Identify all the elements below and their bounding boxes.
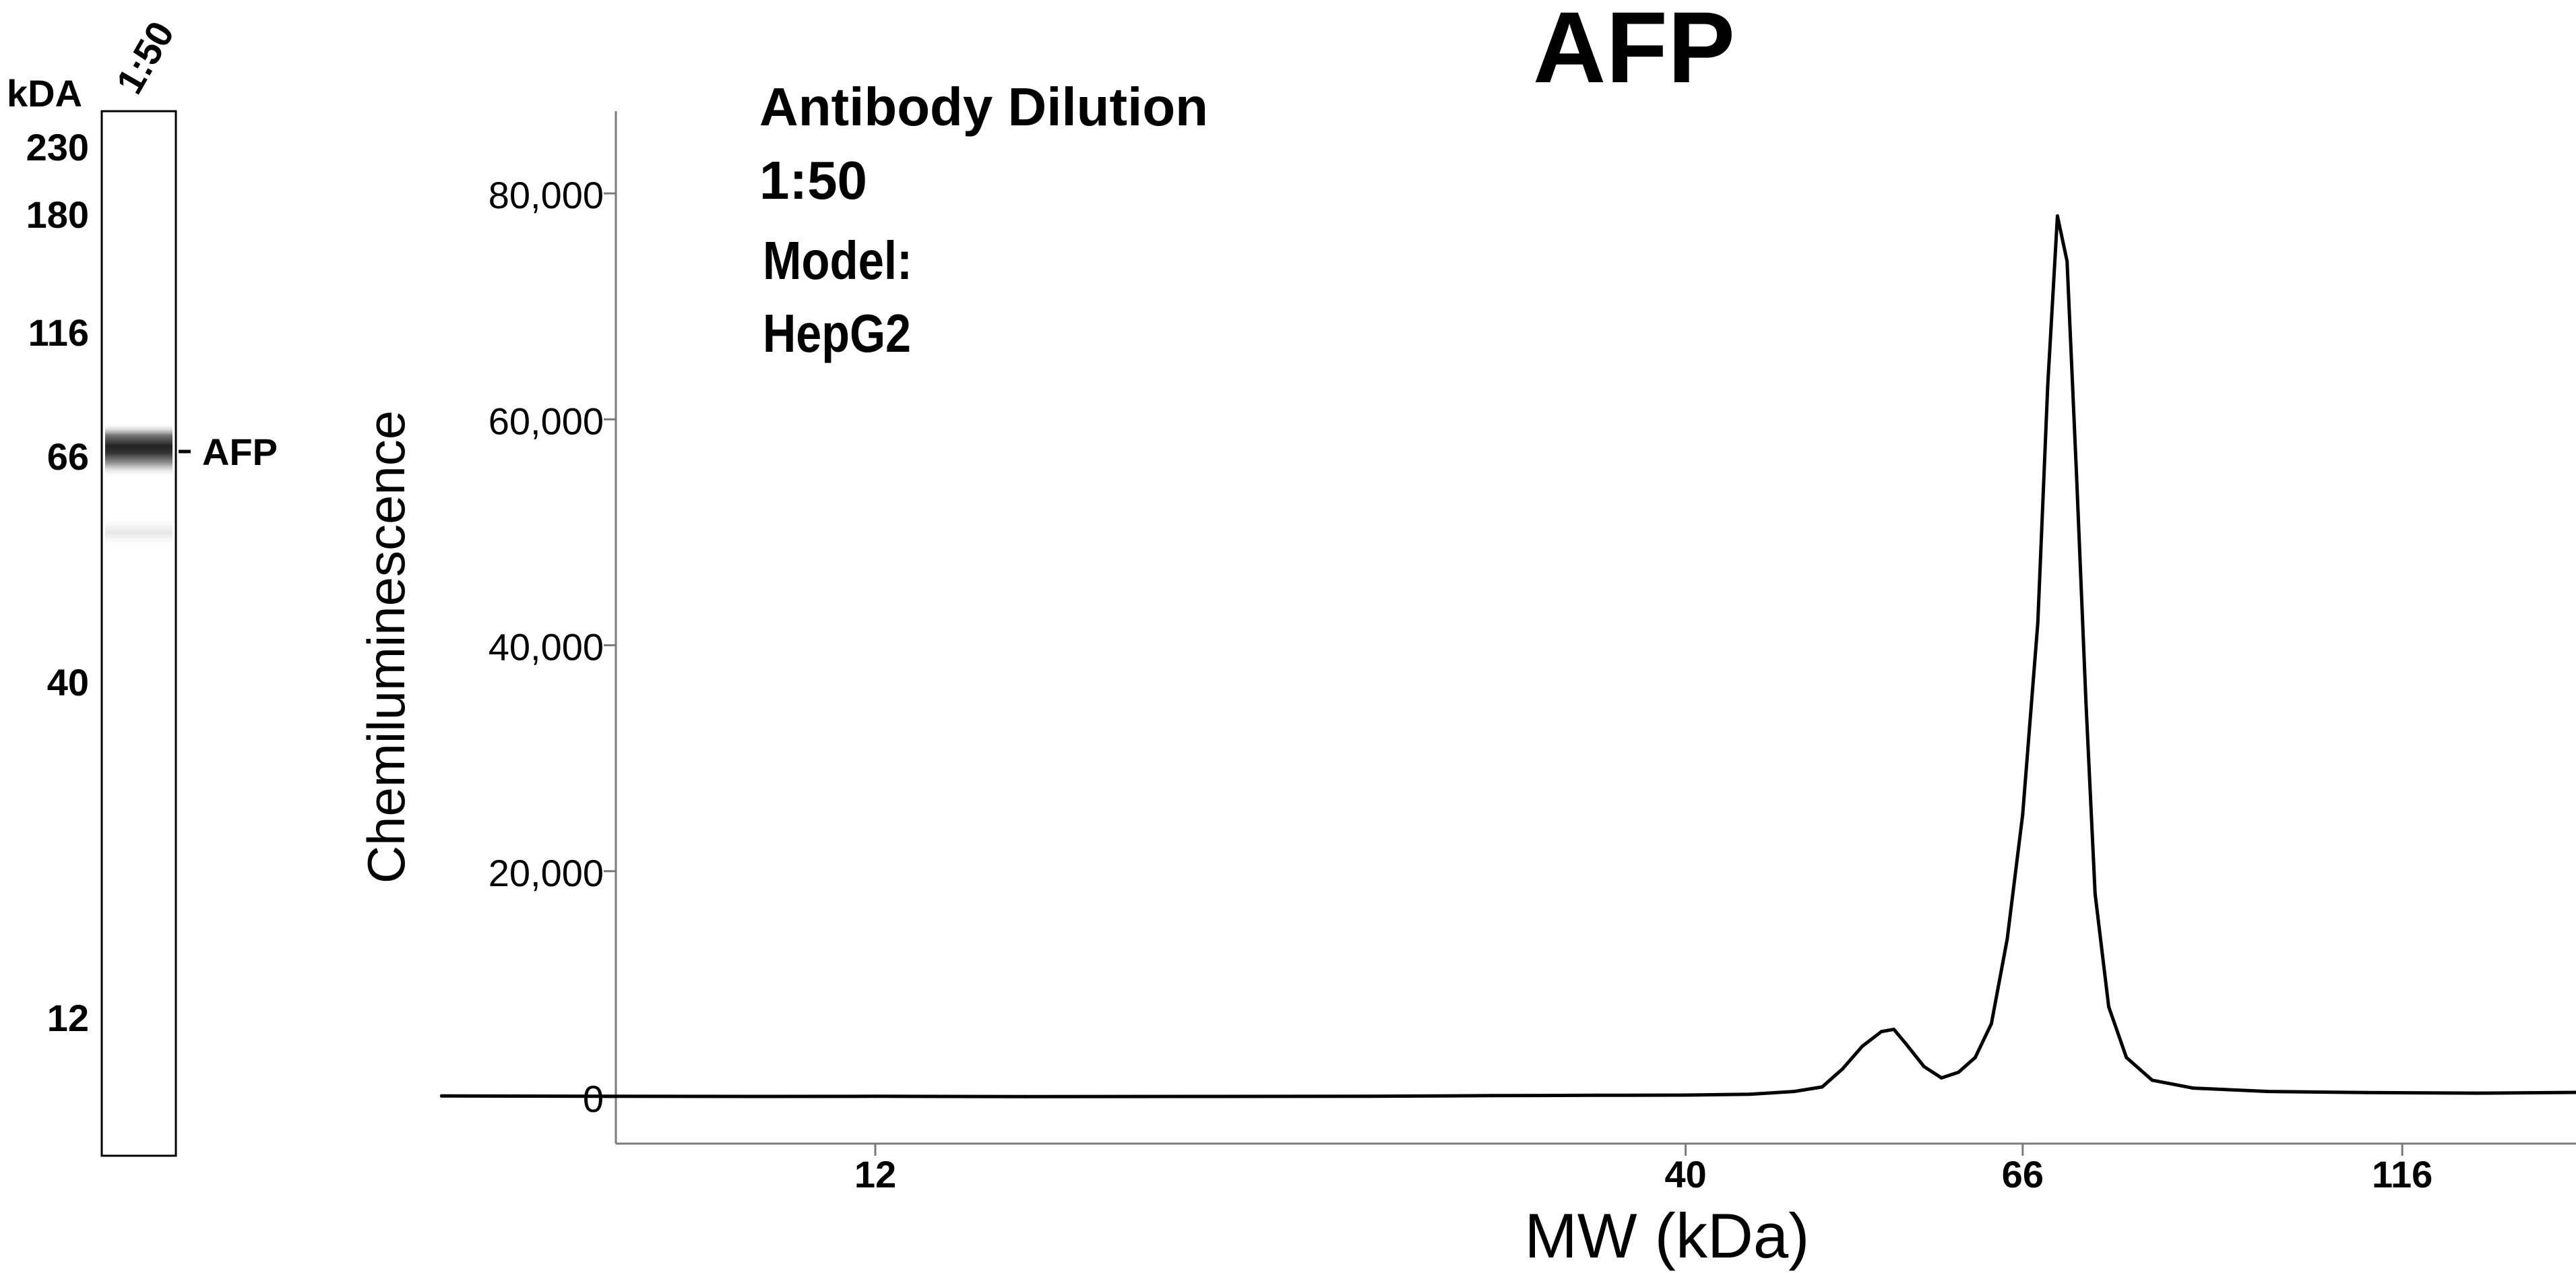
data-point [2150, 1078, 2154, 1082]
blot-marker-230: 230 [26, 126, 89, 168]
data-point [1939, 1076, 1943, 1080]
x-axis-title: MW (kDa) [1525, 1200, 1810, 1271]
data-point [1922, 1065, 1926, 1069]
y-tick-label: 20,000 [489, 852, 604, 894]
y-tick-label: 80,000 [489, 174, 604, 216]
data-point [2477, 1091, 2481, 1095]
annotation-model-value: HepG2 [763, 303, 911, 363]
data-point [1989, 1022, 1993, 1026]
data-point [2055, 214, 2059, 218]
x-ticks: 124066116180230 [854, 1144, 2432, 1196]
data-point [1820, 1085, 1824, 1089]
faint-band [105, 516, 172, 549]
y-tick-label: 60,000 [489, 400, 604, 442]
data-point [1973, 1055, 1977, 1059]
data-point [600, 1094, 604, 1098]
data-point [2107, 1005, 2110, 1009]
x-tick-label: 116 [2372, 1153, 2432, 1196]
data-point [2266, 1090, 2270, 1094]
data-point [2021, 813, 2025, 817]
annotation-model-label: Model: [763, 230, 912, 290]
x-tick-label: 66 [2002, 1153, 2044, 1196]
data-point [2093, 892, 2097, 896]
afp-band [105, 423, 172, 477]
blot-panel: kDA 1:50 230 180 116 66 40 12 AFP [7, 14, 278, 1157]
plot-series [439, 214, 2576, 1098]
y-tick-label: 40,000 [489, 626, 604, 669]
data-point [2191, 1086, 2195, 1090]
chart: AFP Antibody Dilution 1:50 Model: HepG2 … [356, 0, 2576, 1271]
data-point [873, 1094, 877, 1098]
data-point [1684, 1093, 1688, 1097]
data-point [1024, 1094, 1028, 1098]
data-point [1490, 1094, 1494, 1098]
data-point [2075, 474, 2079, 478]
blot-marker-12: 12 [47, 997, 89, 1039]
data-point [1841, 1067, 1844, 1071]
data-point [1367, 1094, 1371, 1098]
blot-marker-66: 66 [47, 435, 89, 478]
data-point [1860, 1045, 1864, 1049]
annotation-antibody-dilution: Antibody Dilution [759, 77, 1208, 137]
data-point [2084, 700, 2088, 704]
annotation-dilution-value: 1:50 [759, 150, 867, 210]
data-point [1879, 1030, 1883, 1034]
y-tick-label: 0 [583, 1078, 604, 1120]
y-ticks: 0 20,000 40,000 60,000 80,000 [489, 174, 616, 1120]
data-point [2036, 621, 2040, 625]
series-line [439, 214, 2576, 1098]
x-tick-label: 12 [854, 1153, 896, 1196]
series-points [439, 214, 2481, 1098]
data-point [1748, 1092, 1752, 1096]
band-label: AFP [202, 431, 278, 473]
data-point [2005, 937, 2009, 941]
data-point [1594, 1093, 1598, 1097]
lane-label: 1:50 [108, 14, 183, 101]
data-point [2125, 1055, 2129, 1059]
y-axis-title: Chemiluminescence [356, 410, 416, 883]
blot-markers: 230 180 116 66 40 12 [26, 126, 89, 1039]
data-point [1957, 1070, 1961, 1074]
data-point [1792, 1090, 1796, 1094]
data-point [2065, 259, 2069, 263]
annotation-block: Antibody Dilution 1:50 Model: HepG2 [759, 77, 1208, 363]
blot-marker-116: 116 [28, 311, 89, 354]
blot-marker-40: 40 [47, 661, 89, 704]
data-point [1892, 1027, 1896, 1031]
data-point [1217, 1094, 1221, 1098]
data-point [751, 1094, 755, 1098]
blot-units-label: kDA [7, 72, 82, 115]
data-point [439, 1094, 443, 1098]
data-point [2046, 383, 2050, 387]
x-tick-label: 40 [1664, 1153, 1706, 1196]
chart-title: AFP [1533, 0, 1735, 104]
data-point [1904, 1042, 1908, 1046]
blot-marker-180: 180 [26, 193, 89, 236]
blot-lane [100, 110, 177, 1157]
data-point [2364, 1090, 2368, 1094]
